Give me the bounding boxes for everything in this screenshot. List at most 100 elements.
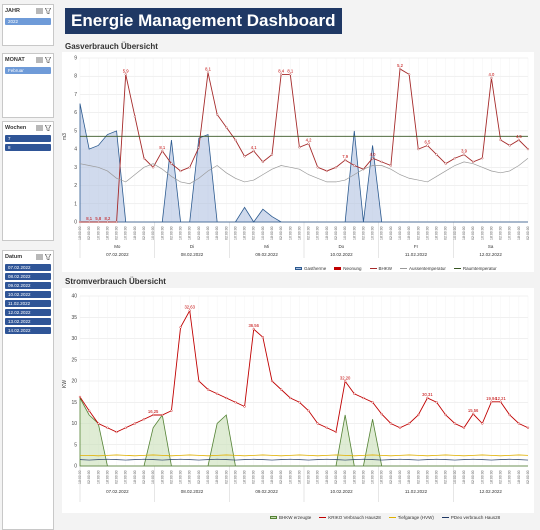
slicer-header: Wochen (3, 122, 53, 134)
slicer-title: Wochen (5, 125, 27, 131)
x-tick-label: 10:00:00 (453, 226, 457, 240)
data-point (133, 115, 136, 118)
data-label: 7,9 (342, 154, 348, 159)
slicer-item[interactable]: 2022 (5, 18, 51, 25)
slicer-item[interactable]: 09.02.2022 (5, 282, 51, 289)
multi-select-icon[interactable] (36, 57, 43, 63)
multi-select-icon[interactable] (36, 254, 43, 260)
data-point (261, 160, 264, 163)
x-tick-label: 18:00:00 (352, 226, 356, 240)
data-point (508, 144, 511, 147)
data-point (216, 392, 219, 395)
date-label: 08.02.2022 (181, 489, 204, 494)
x-tick-label: 10:00:00 (398, 470, 402, 484)
clear-filter-icon[interactable] (45, 125, 51, 131)
slicer-title: JAHR (5, 8, 20, 14)
y-tick-label: 7 (74, 92, 77, 98)
y-tick-label: 2 (74, 183, 77, 189)
y-tick-label: 9 (74, 56, 77, 62)
x-tick-label: 02:00:00 (444, 470, 448, 484)
chart-background (62, 52, 534, 272)
x-tick-label: 18:00:00 (160, 226, 164, 240)
x-tick-label: 10:00:00 (261, 470, 265, 484)
clear-filter-icon[interactable] (45, 254, 51, 260)
data-point (481, 422, 484, 425)
data-point (353, 164, 356, 167)
data-label: 12,21 (495, 396, 506, 401)
x-tick-label: 02:00:00 (471, 470, 475, 484)
data-point (481, 157, 484, 160)
data-point (389, 422, 392, 425)
data-point (88, 409, 91, 412)
data-point (435, 153, 438, 156)
data-point (380, 413, 383, 416)
data-point (225, 396, 228, 400)
x-tick-label: 18:00:00 (462, 226, 466, 240)
multi-select-icon[interactable] (36, 8, 43, 14)
x-tick-label: 18:00:00 (188, 226, 192, 240)
slicer-item[interactable]: 13.02.2022 (5, 318, 51, 325)
y-axis-label: KW (62, 380, 68, 388)
data-label: 19,94 (486, 396, 497, 401)
data-point (499, 400, 502, 403)
slicer-item[interactable]: 8 (5, 144, 51, 151)
x-tick-label: 18:00:00 (133, 470, 137, 484)
data-point (371, 401, 374, 404)
data-point (453, 422, 456, 425)
multi-select-icon[interactable] (36, 125, 43, 131)
slicer-item[interactable]: 08.02.2022 (5, 273, 51, 280)
x-tick-label: 02:00:00 (252, 470, 256, 484)
data-point (380, 160, 383, 163)
x-tick-label: 02:00:00 (169, 470, 173, 484)
x-tick-label: 02:00:00 (224, 226, 228, 240)
legend-item: KRIKO Verbrauch Haus28 (319, 515, 381, 520)
x-tick-label: 10:00:00 (425, 226, 429, 240)
data-point (307, 409, 310, 412)
x-tick-label: 18:00:00 (160, 470, 164, 484)
x-tick-label: 10:00:00 (288, 226, 292, 240)
series-line-2 (79, 157, 529, 185)
data-label: 4,2 (306, 138, 312, 143)
data-point (435, 401, 438, 404)
x-tick-label: 02:00:00 (307, 470, 311, 484)
x-tick-label: 10:00:00 (151, 470, 155, 484)
data-point (398, 67, 402, 71)
data-point (353, 392, 356, 395)
clear-filter-icon[interactable] (45, 57, 51, 63)
data-point (499, 138, 502, 142)
legend-item: BHKW erzeugte (270, 515, 311, 520)
slicer-item[interactable]: 07.02.2022 (5, 264, 51, 271)
x-tick-label: 10:00:00 (453, 470, 457, 484)
x-tick-label: 18:00:00 (270, 226, 274, 240)
x-tick-label: 18:00:00 (380, 470, 384, 484)
slicer-item[interactable]: 11.02.2022 (5, 300, 51, 307)
x-tick-label: 18:00:00 (188, 470, 192, 484)
x-tick-label: 10:00:00 (233, 470, 237, 484)
slicer-item[interactable]: 10.02.2022 (5, 291, 51, 298)
data-point (453, 157, 456, 160)
data-point (444, 162, 447, 165)
x-tick-label: 18:00:00 (243, 226, 247, 240)
y-tick-label: 15 (71, 400, 77, 406)
data-point (106, 220, 109, 224)
slicer-item[interactable]: Februar (5, 67, 51, 74)
data-point (97, 422, 100, 425)
y-tick-label: 1 (74, 201, 77, 207)
data-point (152, 166, 155, 169)
y-axis-label: m3 (62, 133, 68, 140)
x-tick-label: 02:00:00 (142, 226, 146, 240)
data-point (289, 396, 292, 400)
data-point (526, 148, 530, 151)
clear-filter-icon[interactable] (45, 8, 51, 14)
slicer-item[interactable]: 14.02.2022 (5, 327, 51, 334)
x-tick-label: 10:00:00 (343, 470, 347, 484)
gas-section-heading: Gasverbrauch Übersicht (65, 42, 158, 51)
data-point (517, 138, 520, 142)
slicer-item[interactable]: 7 (5, 135, 51, 142)
data-point (389, 164, 392, 167)
x-tick-label: 02:00:00 (279, 470, 283, 484)
strom-section-heading: Stromverbrauch Übersicht (65, 277, 166, 286)
series-area-0 (79, 103, 528, 223)
slicer-title: Datum (5, 254, 23, 260)
slicer-item[interactable]: 12.02.2022 (5, 309, 51, 316)
